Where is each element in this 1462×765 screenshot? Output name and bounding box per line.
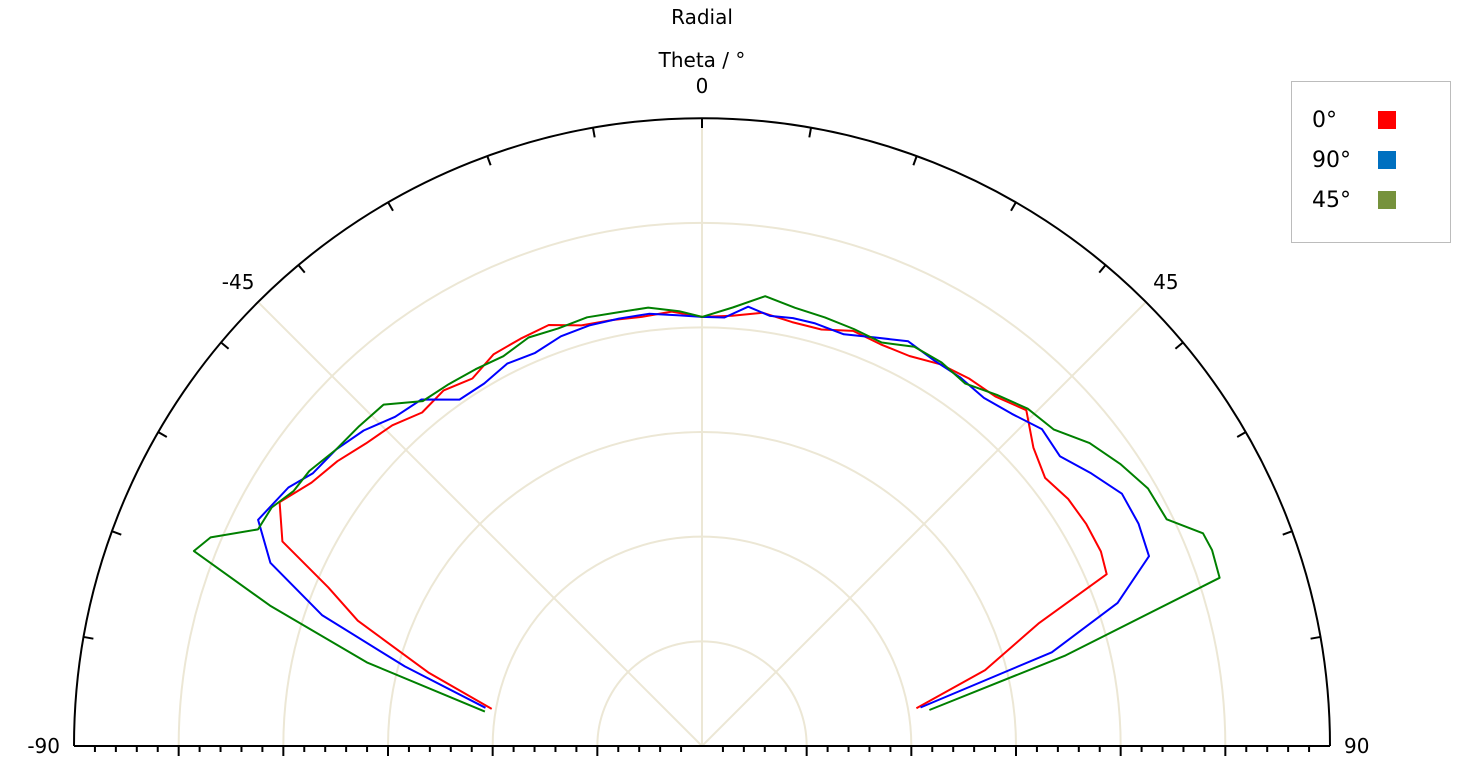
legend-item-2: 45° — [1312, 180, 1396, 220]
angular-tick-60 — [1237, 432, 1246, 437]
angular-tick-30 — [1011, 202, 1016, 211]
theta-axis-title: Theta / ° — [658, 48, 746, 72]
grid-spoke-2 — [702, 302, 1146, 746]
theta-tick-label-2: 0 — [696, 74, 709, 98]
angular-tick-50 — [1175, 342, 1183, 348]
theta-tick-label-1: -45 — [222, 270, 255, 294]
chart-title: Radial — [671, 5, 733, 29]
angular-tick--60 — [158, 432, 167, 437]
angular-tick--10 — [593, 128, 595, 138]
legend-swatch-1 — [1378, 151, 1396, 169]
theta-tick-label-3: 45 — [1153, 270, 1178, 294]
series-line-1 — [258, 307, 1149, 708]
angular-tick-40 — [1099, 265, 1105, 273]
legend-swatch-2 — [1378, 191, 1396, 209]
polar-grid — [179, 118, 1226, 746]
angular-tick--80 — [84, 637, 94, 639]
angular-tick-80 — [1311, 637, 1321, 639]
angular-tick--40 — [298, 265, 304, 273]
theta-tick-label-4: 90 — [1344, 734, 1369, 758]
angular-tick--30 — [388, 202, 393, 211]
angular-tick--70 — [112, 531, 121, 534]
angular-tick--50 — [221, 342, 229, 348]
legend-label-1: 90° — [1312, 148, 1378, 173]
legend-label-0: 0° — [1312, 108, 1378, 133]
angular-tick-10 — [809, 128, 811, 138]
angular-tick-70 — [1283, 531, 1292, 534]
theta-tick-label-0: -90 — [27, 734, 60, 758]
series-line-2 — [194, 296, 1220, 711]
angular-tick--20 — [487, 156, 490, 165]
legend-item-1: 90° — [1312, 140, 1396, 180]
series-layer — [194, 296, 1220, 711]
legend: 0° 90° 45° — [1291, 81, 1451, 243]
legend-item-0: 0° — [1312, 100, 1396, 140]
legend-label-2: 45° — [1312, 188, 1378, 213]
angular-tick-20 — [913, 156, 916, 165]
legend-swatch-0 — [1378, 111, 1396, 129]
